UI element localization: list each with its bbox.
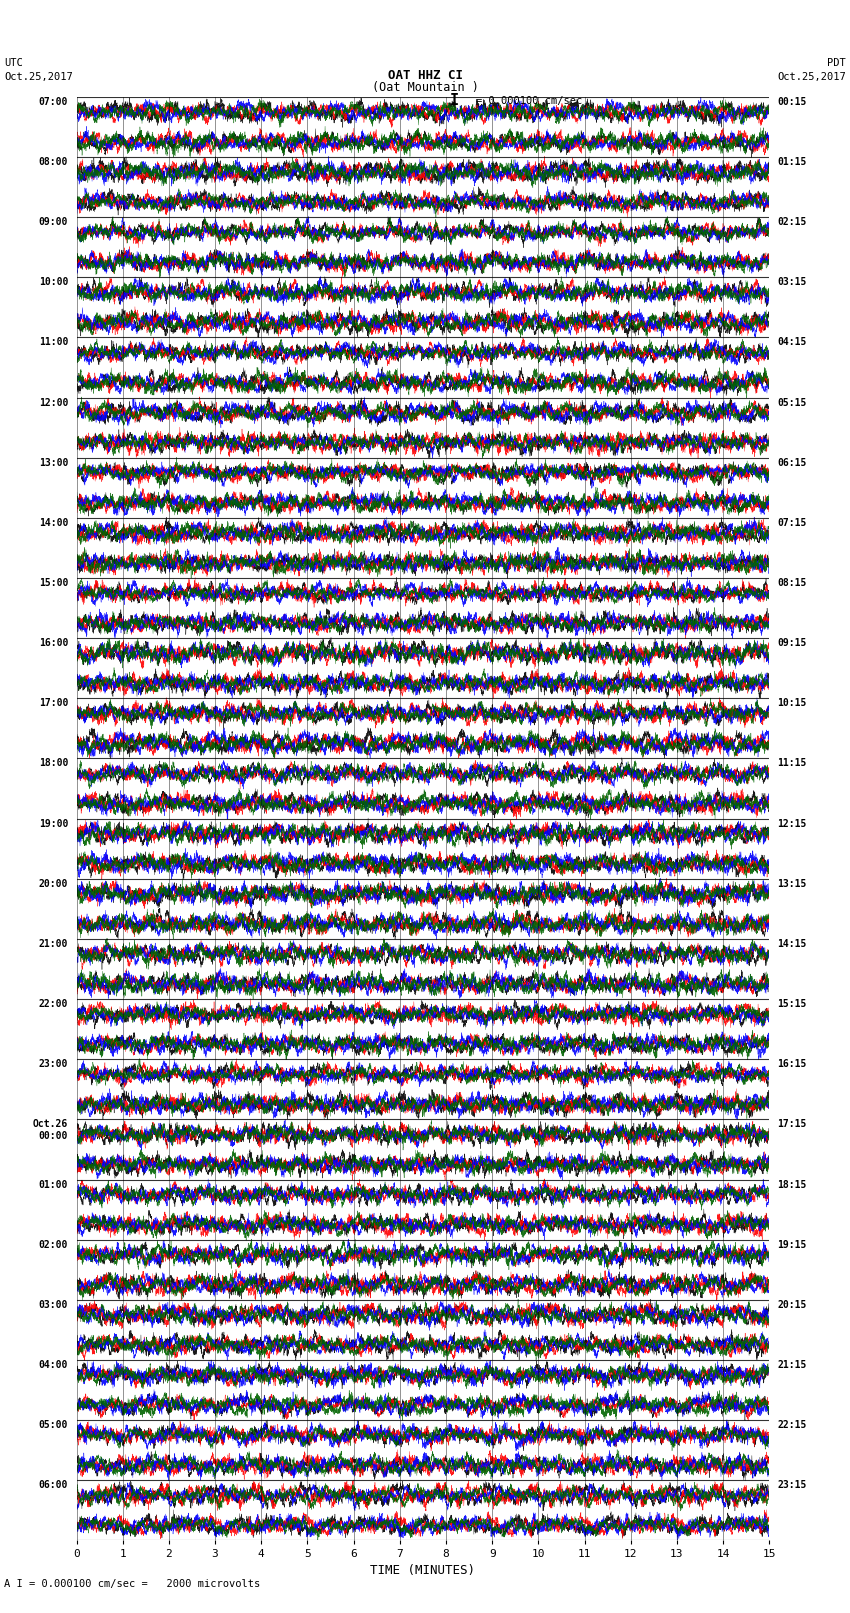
Text: 02:00: 02:00	[39, 1240, 68, 1250]
Text: 01:00: 01:00	[39, 1179, 68, 1189]
Text: 07:15: 07:15	[778, 518, 807, 527]
Text: Oct.25,2017: Oct.25,2017	[777, 73, 846, 82]
Text: 19:15: 19:15	[778, 1240, 807, 1250]
Text: Oct.25,2017: Oct.25,2017	[4, 73, 73, 82]
Text: PDT: PDT	[827, 58, 846, 68]
Text: 04:00: 04:00	[39, 1360, 68, 1369]
Text: 20:15: 20:15	[778, 1300, 807, 1310]
Text: 08:15: 08:15	[778, 577, 807, 589]
Text: 16:00: 16:00	[39, 639, 68, 648]
Text: 15:00: 15:00	[39, 577, 68, 589]
Text: 21:00: 21:00	[39, 939, 68, 948]
Text: 13:00: 13:00	[39, 458, 68, 468]
Text: 07:00: 07:00	[39, 97, 68, 106]
Text: 05:00: 05:00	[39, 1419, 68, 1431]
Text: 06:15: 06:15	[778, 458, 807, 468]
Text: 12:15: 12:15	[778, 819, 807, 829]
Text: OAT HHZ CI: OAT HHZ CI	[388, 68, 462, 82]
Text: UTC: UTC	[4, 58, 23, 68]
Text: 08:00: 08:00	[39, 156, 68, 166]
Text: 09:15: 09:15	[778, 639, 807, 648]
Text: 17:15: 17:15	[778, 1119, 807, 1129]
Text: 23:00: 23:00	[39, 1060, 68, 1069]
Text: 03:15: 03:15	[778, 277, 807, 287]
Text: 13:15: 13:15	[778, 879, 807, 889]
Text: 06:00: 06:00	[39, 1481, 68, 1490]
Text: 00:15: 00:15	[778, 97, 807, 106]
Text: 05:15: 05:15	[778, 397, 807, 408]
Text: 22:00: 22:00	[39, 998, 68, 1010]
Text: 22:15: 22:15	[778, 1419, 807, 1431]
Text: 11:15: 11:15	[778, 758, 807, 768]
Text: Oct.26
00:00: Oct.26 00:00	[33, 1119, 68, 1140]
Text: 21:15: 21:15	[778, 1360, 807, 1369]
Text: 17:00: 17:00	[39, 698, 68, 708]
Text: A I = 0.000100 cm/sec =   2000 microvolts: A I = 0.000100 cm/sec = 2000 microvolts	[4, 1579, 260, 1589]
Text: 20:00: 20:00	[39, 879, 68, 889]
Text: 18:15: 18:15	[778, 1179, 807, 1189]
Text: (Oat Mountain ): (Oat Mountain )	[371, 81, 479, 95]
Text: 10:00: 10:00	[39, 277, 68, 287]
Text: 02:15: 02:15	[778, 218, 807, 227]
Text: 14:15: 14:15	[778, 939, 807, 948]
Text: I: I	[450, 94, 459, 108]
Text: 12:00: 12:00	[39, 397, 68, 408]
Text: 10:15: 10:15	[778, 698, 807, 708]
Text: 11:00: 11:00	[39, 337, 68, 347]
Text: 18:00: 18:00	[39, 758, 68, 768]
Text: 04:15: 04:15	[778, 337, 807, 347]
Text: 03:00: 03:00	[39, 1300, 68, 1310]
Text: 01:15: 01:15	[778, 156, 807, 166]
Text: = 0.000100 cm/sec: = 0.000100 cm/sec	[476, 95, 582, 106]
X-axis label: TIME (MINUTES): TIME (MINUTES)	[371, 1563, 475, 1576]
Text: 23:15: 23:15	[778, 1481, 807, 1490]
Text: 19:00: 19:00	[39, 819, 68, 829]
Text: 16:15: 16:15	[778, 1060, 807, 1069]
Text: 15:15: 15:15	[778, 998, 807, 1010]
Text: 14:00: 14:00	[39, 518, 68, 527]
Text: 09:00: 09:00	[39, 218, 68, 227]
